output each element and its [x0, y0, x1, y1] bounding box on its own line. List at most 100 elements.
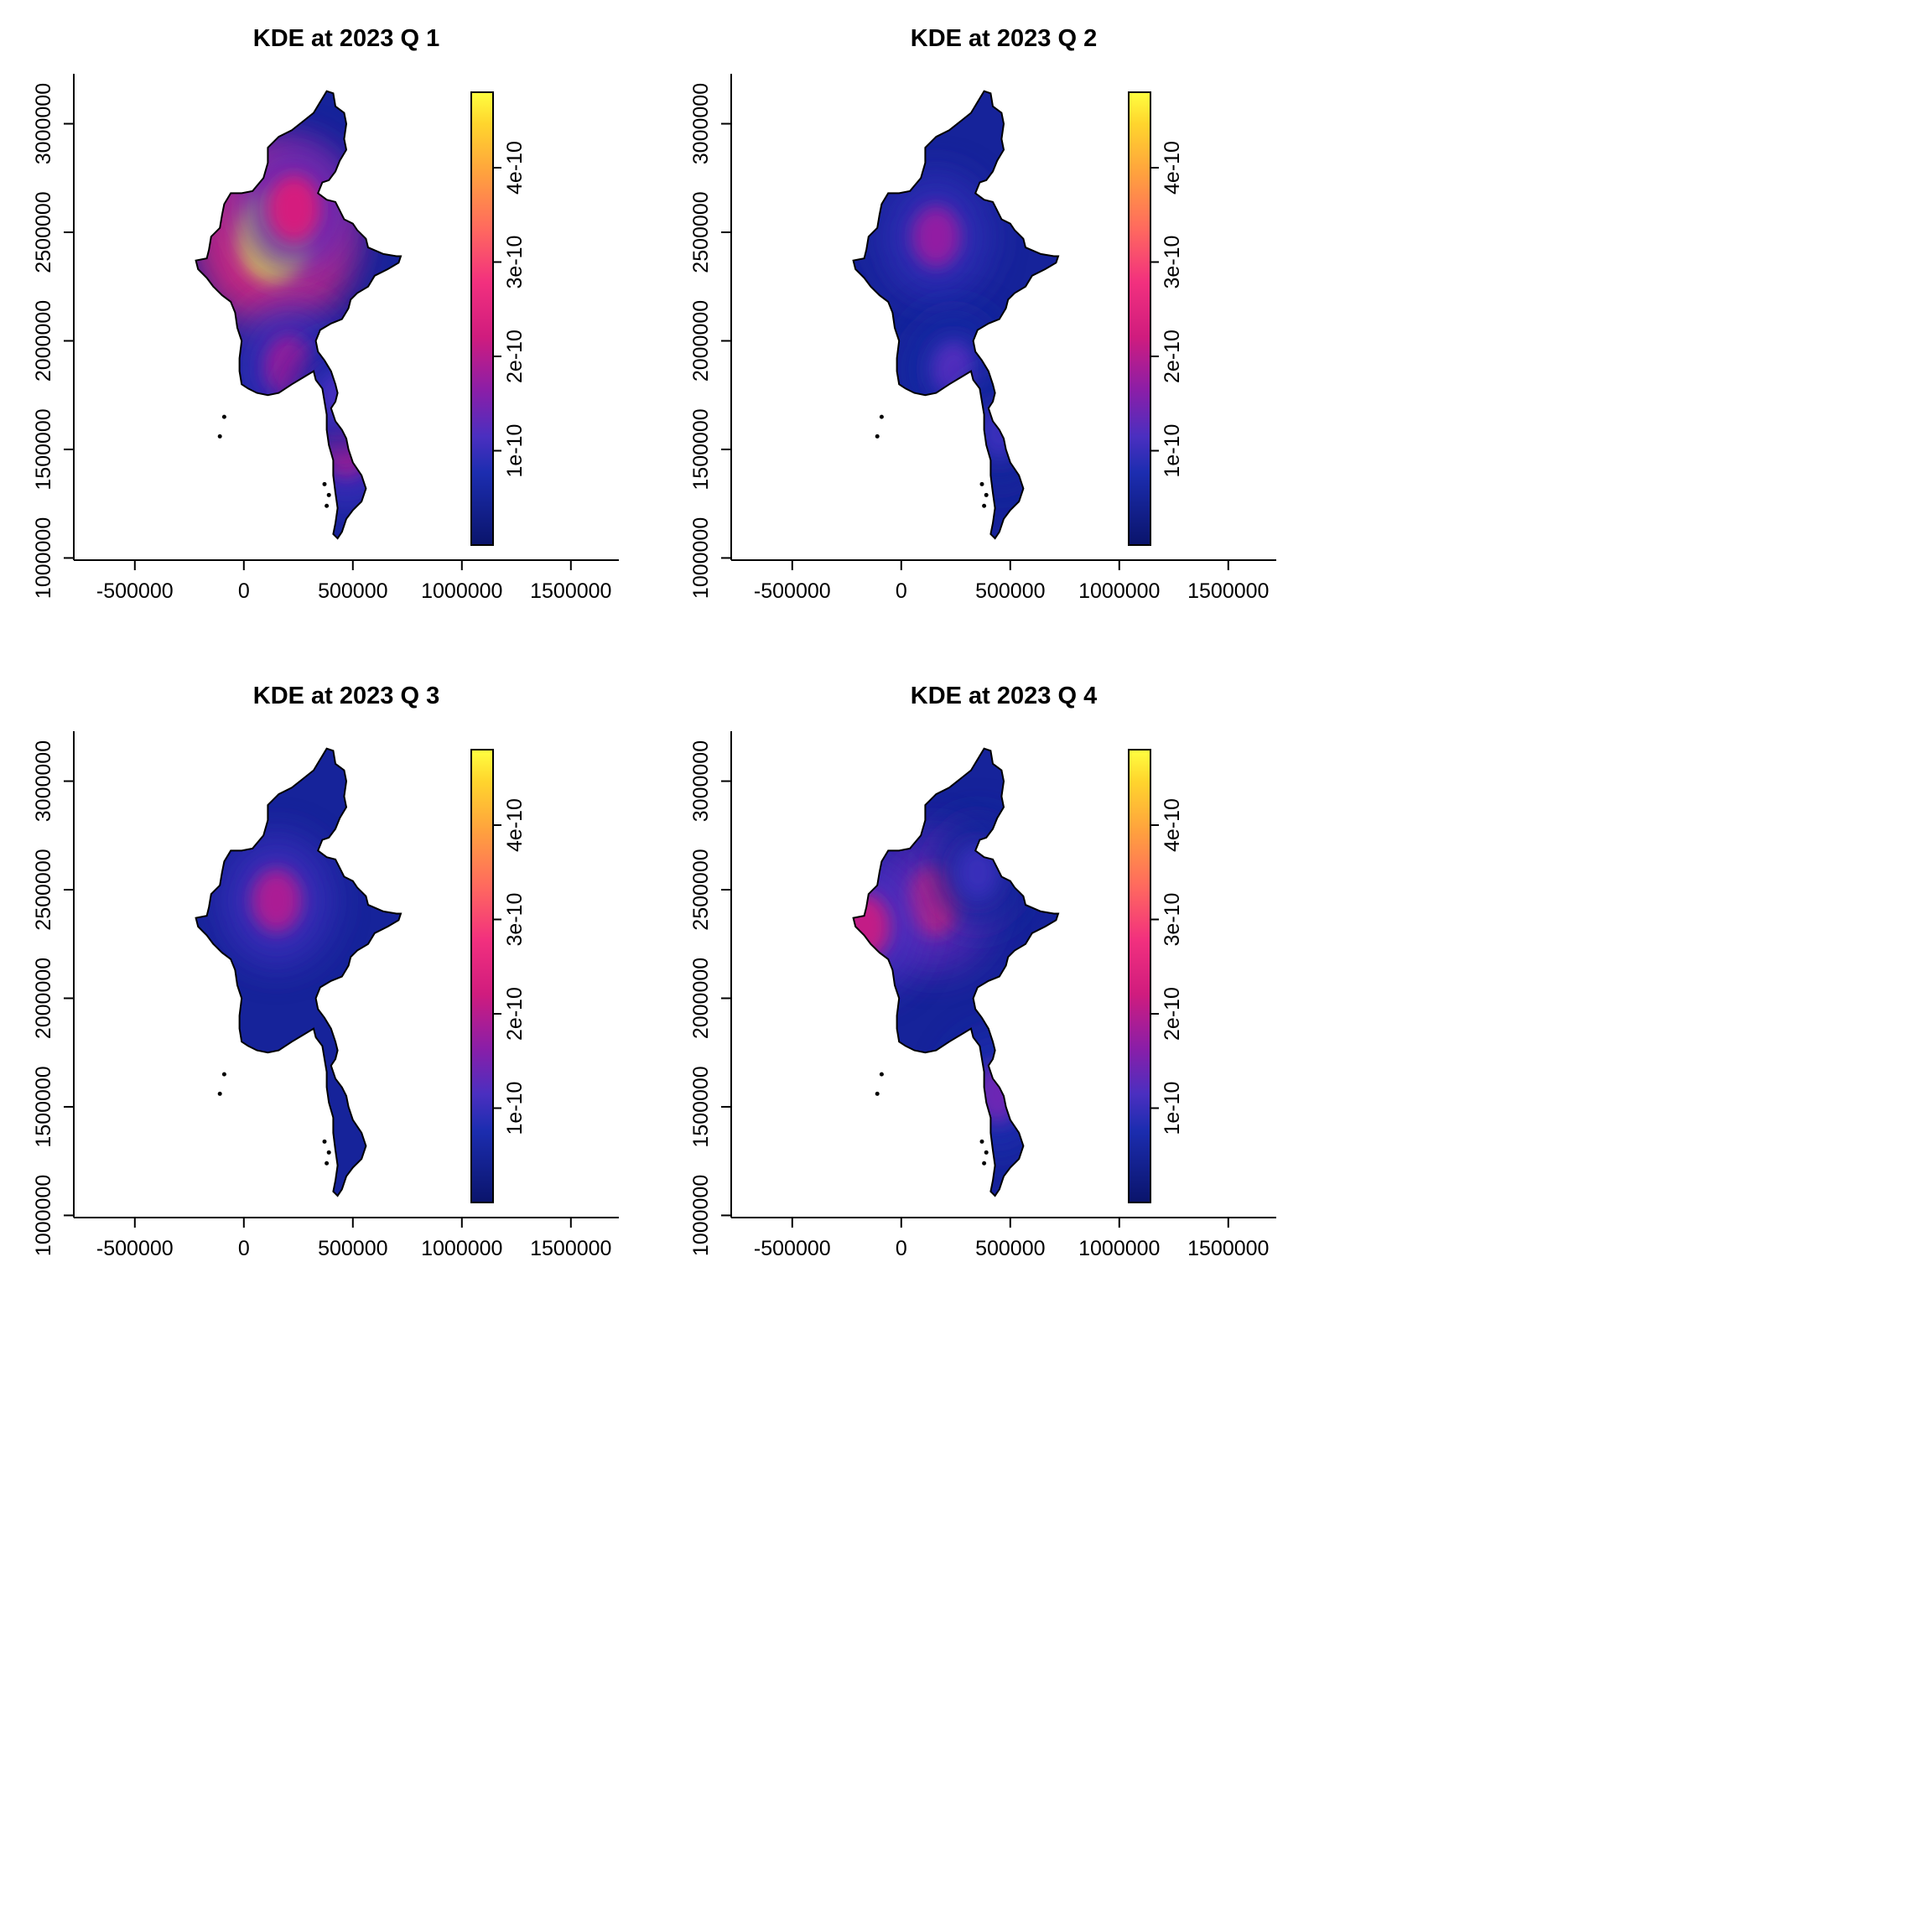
colorbar — [470, 749, 494, 1203]
x-tick-label: 0 — [896, 1237, 907, 1260]
colorbar-tick-label: 4e-10 — [503, 141, 527, 195]
x-tick-label: 1500000 — [530, 1237, 611, 1260]
island-dot — [879, 414, 884, 419]
kde-panel-3: KDE at 2023 Q 3 -500000 0 500000 1000000 1500… — [32, 683, 619, 1260]
x-tick-label: 500000 — [318, 1237, 387, 1260]
colorbar-tick-label: 1e-10 — [1161, 424, 1184, 478]
island-dot — [217, 434, 222, 439]
density-hotspot — [931, 340, 976, 397]
density-hotspot — [267, 174, 321, 242]
x-tick-label: 1500000 — [1187, 1237, 1269, 1260]
y-tick-label: 2000000 — [689, 958, 713, 1039]
y-tick-label: 1000000 — [32, 517, 55, 599]
y-tick-label: 3000000 — [689, 83, 713, 164]
y-tick-label: 3000000 — [32, 83, 55, 164]
country-outline — [195, 90, 402, 540]
y-tick-label: 2000000 — [32, 958, 55, 1039]
y-tick-label: 2500000 — [689, 191, 713, 273]
x-tick-label: 1500000 — [530, 579, 611, 603]
x-tick-label: 1000000 — [421, 579, 502, 603]
island-dot — [326, 1150, 331, 1155]
colorbar — [1128, 749, 1151, 1203]
colorbar-tick-label: 3e-10 — [503, 236, 527, 289]
kde-panel-4: KDE at 2023 Q 4 -500000 0 500000 1000000 1500… — [689, 683, 1276, 1260]
y-tick-label: 1000000 — [32, 1175, 55, 1256]
island-dot — [325, 503, 330, 508]
country-outline — [195, 747, 402, 1197]
y-tick-label: 2500000 — [32, 191, 55, 273]
x-tick-label: -500000 — [96, 1237, 174, 1260]
density-hotspot — [315, 369, 360, 425]
colorbar-tick-label: 1e-10 — [503, 424, 527, 478]
x-tick-label: 1500000 — [1187, 579, 1269, 603]
density-hotspot — [853, 894, 891, 959]
country-outline — [852, 747, 1060, 1197]
x-tick-label: 0 — [896, 579, 907, 603]
y-tick-label: 1500000 — [689, 408, 713, 490]
y-tick-label: 2000000 — [689, 300, 713, 382]
x-tick-label: -500000 — [754, 579, 831, 603]
island-dot — [221, 414, 226, 419]
panel-title: KDE at 2023 Q 2 — [911, 25, 1097, 52]
colorbar-tick-label: 2e-10 — [1161, 330, 1184, 383]
colorbar-tick-label: 1e-10 — [1161, 1082, 1184, 1135]
panel-title: KDE at 2023 Q 3 — [253, 683, 439, 709]
island-dot — [984, 492, 989, 497]
island-dot — [979, 1139, 984, 1144]
island-dot — [875, 434, 880, 439]
island-dot — [322, 1139, 327, 1144]
colorbar-tick-label: 4e-10 — [503, 798, 527, 852]
island-dot — [326, 492, 331, 497]
y-tick-label: 1500000 — [32, 408, 55, 490]
island-dot — [982, 1161, 987, 1166]
density-hotspot — [252, 869, 302, 932]
colorbar-tick-label: 3e-10 — [1161, 236, 1184, 289]
island-dot — [322, 481, 327, 486]
colorbar-tick-label: 2e-10 — [1161, 987, 1184, 1041]
colorbar-tick-label: 2e-10 — [503, 330, 527, 383]
y-tick-label: 2000000 — [32, 300, 55, 382]
y-tick-label: 3000000 — [689, 740, 713, 822]
x-tick-label: 500000 — [318, 579, 387, 603]
island-dot — [984, 1150, 989, 1155]
panel-title: KDE at 2023 Q 1 — [253, 25, 439, 52]
colorbar-tick-label: 3e-10 — [503, 893, 527, 947]
x-tick-label: 0 — [238, 579, 250, 603]
y-tick-label: 3000000 — [32, 740, 55, 822]
x-tick-label: -500000 — [96, 579, 174, 603]
density-hotspot — [911, 205, 961, 267]
colorbar-tick-label: 4e-10 — [1161, 798, 1184, 852]
island-dot — [979, 481, 984, 486]
x-tick-label: 1000000 — [1078, 579, 1160, 603]
density-hotspot — [974, 1064, 1021, 1124]
colorbar-tick-label: 1e-10 — [503, 1082, 527, 1135]
island-dot — [982, 503, 987, 508]
colorbar — [1128, 91, 1151, 546]
y-tick-label: 1000000 — [689, 517, 713, 599]
y-tick-label: 1500000 — [689, 1066, 713, 1147]
colorbar-tick-label: 3e-10 — [1161, 893, 1184, 947]
kde-panel-1: KDE at 2023 Q 1 -500000 0 500000 1000000 1500… — [32, 25, 619, 603]
island-dot — [221, 1072, 226, 1077]
x-tick-label: 1000000 — [421, 1237, 502, 1260]
island-dot — [217, 1091, 222, 1096]
y-tick-label: 1500000 — [32, 1066, 55, 1147]
panel-title: KDE at 2023 Q 4 — [911, 683, 1097, 709]
x-tick-label: 500000 — [975, 579, 1045, 603]
density-hotspot — [956, 844, 1000, 900]
island-dot — [325, 1161, 330, 1166]
country-outline — [852, 90, 1060, 540]
colorbar — [470, 91, 494, 546]
x-tick-label: 1000000 — [1078, 1237, 1160, 1260]
y-tick-label: 2500000 — [32, 849, 55, 930]
island-dot — [879, 1072, 884, 1077]
colorbar-tick-label: 2e-10 — [503, 987, 527, 1041]
y-tick-label: 2500000 — [689, 849, 713, 930]
y-tick-label: 1000000 — [689, 1175, 713, 1256]
kde-panel-2: KDE at 2023 Q 2 -500000 0 500000 1000000 1500… — [689, 25, 1276, 603]
density-hotspot-glow — [288, 340, 387, 455]
x-tick-label: 500000 — [975, 1237, 1045, 1260]
x-tick-label: -500000 — [754, 1237, 831, 1260]
colorbar-tick-label: 4e-10 — [1161, 141, 1184, 195]
